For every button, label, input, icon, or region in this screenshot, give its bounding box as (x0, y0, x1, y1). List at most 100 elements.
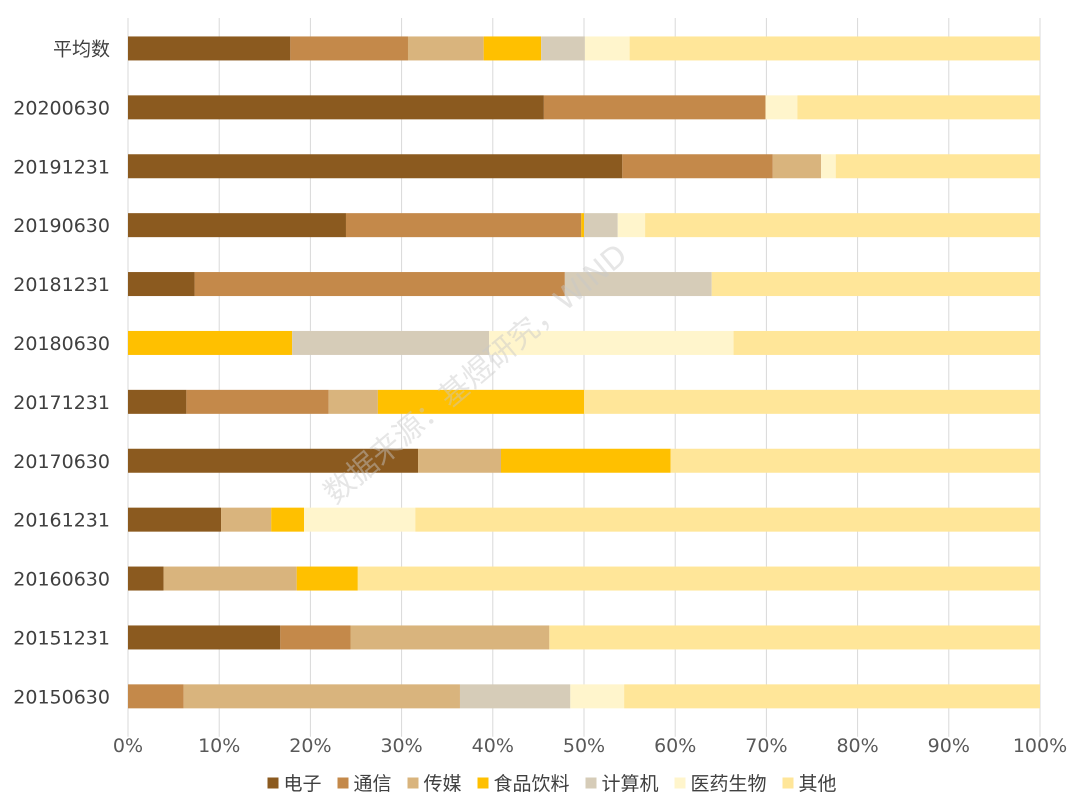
bar-segment (543, 95, 766, 120)
bar-segment (357, 566, 1041, 591)
bar-segment (581, 213, 584, 238)
bar-segment (292, 330, 490, 355)
bar-segment (128, 448, 419, 473)
bar-segment (645, 213, 1040, 238)
bar-segment (221, 507, 272, 532)
x-axis-tick-labels: 0% 10% 20% 30% 40% 50% 60% 70% 80% 90% 100% (113, 735, 1067, 757)
bar-segment (377, 389, 584, 414)
x-tick-label: 10% (198, 735, 240, 757)
category-label: 20191231 (13, 156, 110, 178)
category-label: 20170630 (13, 451, 110, 473)
bar-segment (711, 272, 1040, 297)
bar-segment (765, 95, 798, 120)
bar-segment (296, 566, 358, 591)
bar-segment (622, 154, 773, 179)
legend-swatch (477, 777, 489, 789)
x-tick-label: 0% (113, 735, 143, 757)
bar-segment (128, 95, 544, 120)
x-tick-label: 40% (472, 735, 514, 757)
bar-segment (733, 330, 1040, 355)
x-tick-label: 80% (836, 735, 878, 757)
category-label: 20151231 (13, 627, 110, 649)
bar-segment (194, 272, 565, 297)
bar-segment (186, 389, 329, 414)
bar-segment (183, 684, 460, 709)
bar-segment (128, 566, 164, 591)
legend-swatch (782, 777, 794, 789)
legend-label: 传媒 (424, 773, 462, 795)
bar-segment (345, 213, 582, 238)
bar-segment (328, 389, 378, 414)
bar-segment (670, 448, 1040, 473)
category-label: 20190630 (13, 215, 110, 237)
bar-segment (821, 154, 836, 179)
bar-segment (128, 213, 346, 238)
legend-label: 计算机 (602, 773, 659, 795)
bar-segment (128, 154, 623, 179)
bar-segment (541, 36, 585, 61)
x-tick-label: 20% (289, 735, 331, 757)
category-label: 20180630 (13, 333, 110, 355)
category-label: 20171231 (13, 392, 110, 414)
bar-segment (617, 213, 646, 238)
bar-segment (570, 684, 625, 709)
legend-swatch (407, 777, 419, 789)
x-tick-label: 100% (1013, 735, 1067, 757)
bar-segment (564, 272, 712, 297)
x-tick-label: 30% (380, 735, 422, 757)
category-label: 20200630 (13, 97, 110, 119)
legend-label: 食品饮料 (494, 773, 570, 795)
bar-segment (128, 507, 222, 532)
bar-segment (835, 154, 1040, 179)
bar-segment (584, 36, 630, 61)
bar-segment (772, 154, 822, 179)
bar-segment (128, 330, 293, 355)
x-tick-label: 90% (928, 735, 970, 757)
legend: 电子 通信 传媒 食品饮料 计算机 医药生物 其他 (267, 773, 837, 795)
bar-segment (584, 389, 1040, 414)
bar-segment (415, 507, 1040, 532)
category-label: 20181231 (13, 274, 110, 296)
legend-swatch (337, 777, 349, 789)
bar-segment (483, 36, 542, 61)
legend-label: 通信 (354, 773, 392, 795)
bar-segment (501, 448, 671, 473)
bar-segment (271, 507, 305, 532)
legend-swatch (674, 777, 686, 789)
x-tick-label: 70% (745, 735, 787, 757)
bar-segment (128, 272, 195, 297)
category-label: 20150630 (13, 686, 110, 708)
bar-segment (290, 36, 408, 61)
bar-segment (304, 507, 416, 532)
category-labels: 平均数 20200630 20191231 20190630 20181231 20180… (13, 38, 110, 708)
bar-segment (128, 389, 187, 414)
bar-segment (163, 566, 297, 591)
bar-segment (584, 213, 618, 238)
bar-segment (549, 625, 1040, 650)
legend-label: 医药生物 (691, 773, 767, 795)
bar-segment (629, 36, 1040, 61)
x-tick-label: 50% (563, 735, 605, 757)
legend-label: 其他 (799, 773, 837, 795)
bar-segment (128, 36, 291, 61)
bar-segments (128, 36, 1041, 709)
bar-segment (280, 625, 351, 650)
bar-segment (489, 330, 734, 355)
category-label: 平均数 (53, 38, 110, 60)
bar-segment (128, 625, 281, 650)
bar-segment (797, 95, 1040, 120)
bar-segment (407, 36, 484, 61)
bar-segment (418, 448, 502, 473)
bar-segment (350, 625, 550, 650)
legend-swatch (267, 777, 279, 789)
legend-swatch (585, 777, 597, 789)
bar-segment (459, 684, 571, 709)
gridlines (127, 18, 1041, 737)
category-label: 20161231 (13, 510, 110, 532)
x-tick-label: 60% (654, 735, 696, 757)
bar-segment (624, 684, 1040, 709)
category-label: 20160630 (13, 569, 110, 591)
bar-segment (128, 684, 184, 709)
legend-label: 电子 (284, 773, 322, 795)
